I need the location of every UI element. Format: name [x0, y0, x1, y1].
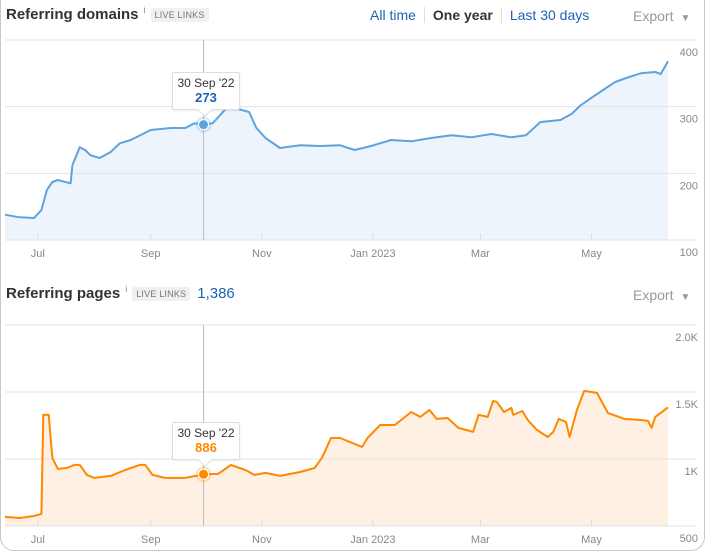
domains-title: Referring domains [6, 6, 139, 23]
info-icon[interactable]: i [143, 4, 146, 15]
tooltip-value: 273 [195, 90, 217, 105]
divider [500, 7, 502, 23]
area-fill [5, 390, 668, 526]
x-tick-label: Sep [141, 248, 161, 260]
divider [423, 7, 425, 23]
y-tick-label: 300 [680, 114, 698, 126]
export-label: Export [633, 287, 674, 303]
x-tick-label: May [581, 248, 602, 260]
y-tick-label: 1K [685, 466, 699, 478]
referring-domains-chart[interactable]: 400 300 200 100 Jul Sep Nov Jan 2023 Mar May [0, 0, 707, 270]
range-last-30-days[interactable]: Last 30 days [509, 7, 590, 23]
live-links-badge: LIVE LINKS [132, 286, 191, 301]
y-tick-label: 400 [680, 47, 698, 59]
x-tick-label: Mar [471, 534, 490, 546]
x-tick-label: May [581, 534, 602, 546]
domains-header: Referring domains i LIVE LINKS [6, 4, 209, 23]
x-tick-label: Nov [252, 534, 272, 546]
y-tick-label: 200 [680, 180, 698, 192]
pages-tooltip: 30 Sep '22 886 [172, 422, 240, 460]
highlight-point [198, 468, 210, 480]
pages-export-button[interactable]: Export ▼ [633, 287, 690, 303]
time-range-selector: All time One year Last 30 days [370, 7, 589, 23]
y-tick-label: 2.0K [675, 332, 698, 344]
pages-title: Referring pages [6, 285, 121, 302]
series-line [4, 389, 669, 519]
x-tick-label: Jul [31, 534, 45, 546]
x-tick-label: Sep [141, 534, 161, 546]
highlight-point [198, 119, 210, 131]
y-tick-label: 1.5K [675, 399, 698, 411]
x-tick-label: Nov [252, 248, 272, 260]
series-line [4, 60, 669, 219]
x-tick-label: Jan 2023 [350, 248, 395, 260]
chevron-down-icon: ▼ [680, 13, 691, 24]
y-tick-label: 100 [680, 247, 698, 259]
domains-export-button[interactable]: Export ▼ [633, 8, 690, 24]
x-tick-label: Mar [471, 248, 490, 260]
info-icon[interactable]: i [125, 283, 128, 294]
export-label: Export [633, 8, 674, 24]
pages-header: Referring pages i LIVE LINKS 1,386 [6, 283, 235, 303]
pages-count: 1,386 [197, 285, 235, 302]
live-links-badge: LIVE LINKS [150, 7, 209, 22]
y-tick-label: 500 [680, 533, 698, 545]
tooltip-date: 30 Sep '22 [177, 426, 235, 440]
area-fill [5, 61, 668, 240]
chevron-down-icon: ▼ [680, 292, 691, 303]
range-one-year[interactable]: One year [432, 7, 493, 23]
x-tick-label: Jul [31, 248, 45, 260]
range-all-time[interactable]: All time [370, 7, 416, 23]
tooltip-value: 886 [195, 440, 217, 455]
x-tick-label: Jan 2023 [350, 534, 395, 546]
tooltip-date: 30 Sep '22 [177, 76, 235, 90]
domains-tooltip: 30 Sep '22 273 [172, 72, 240, 110]
